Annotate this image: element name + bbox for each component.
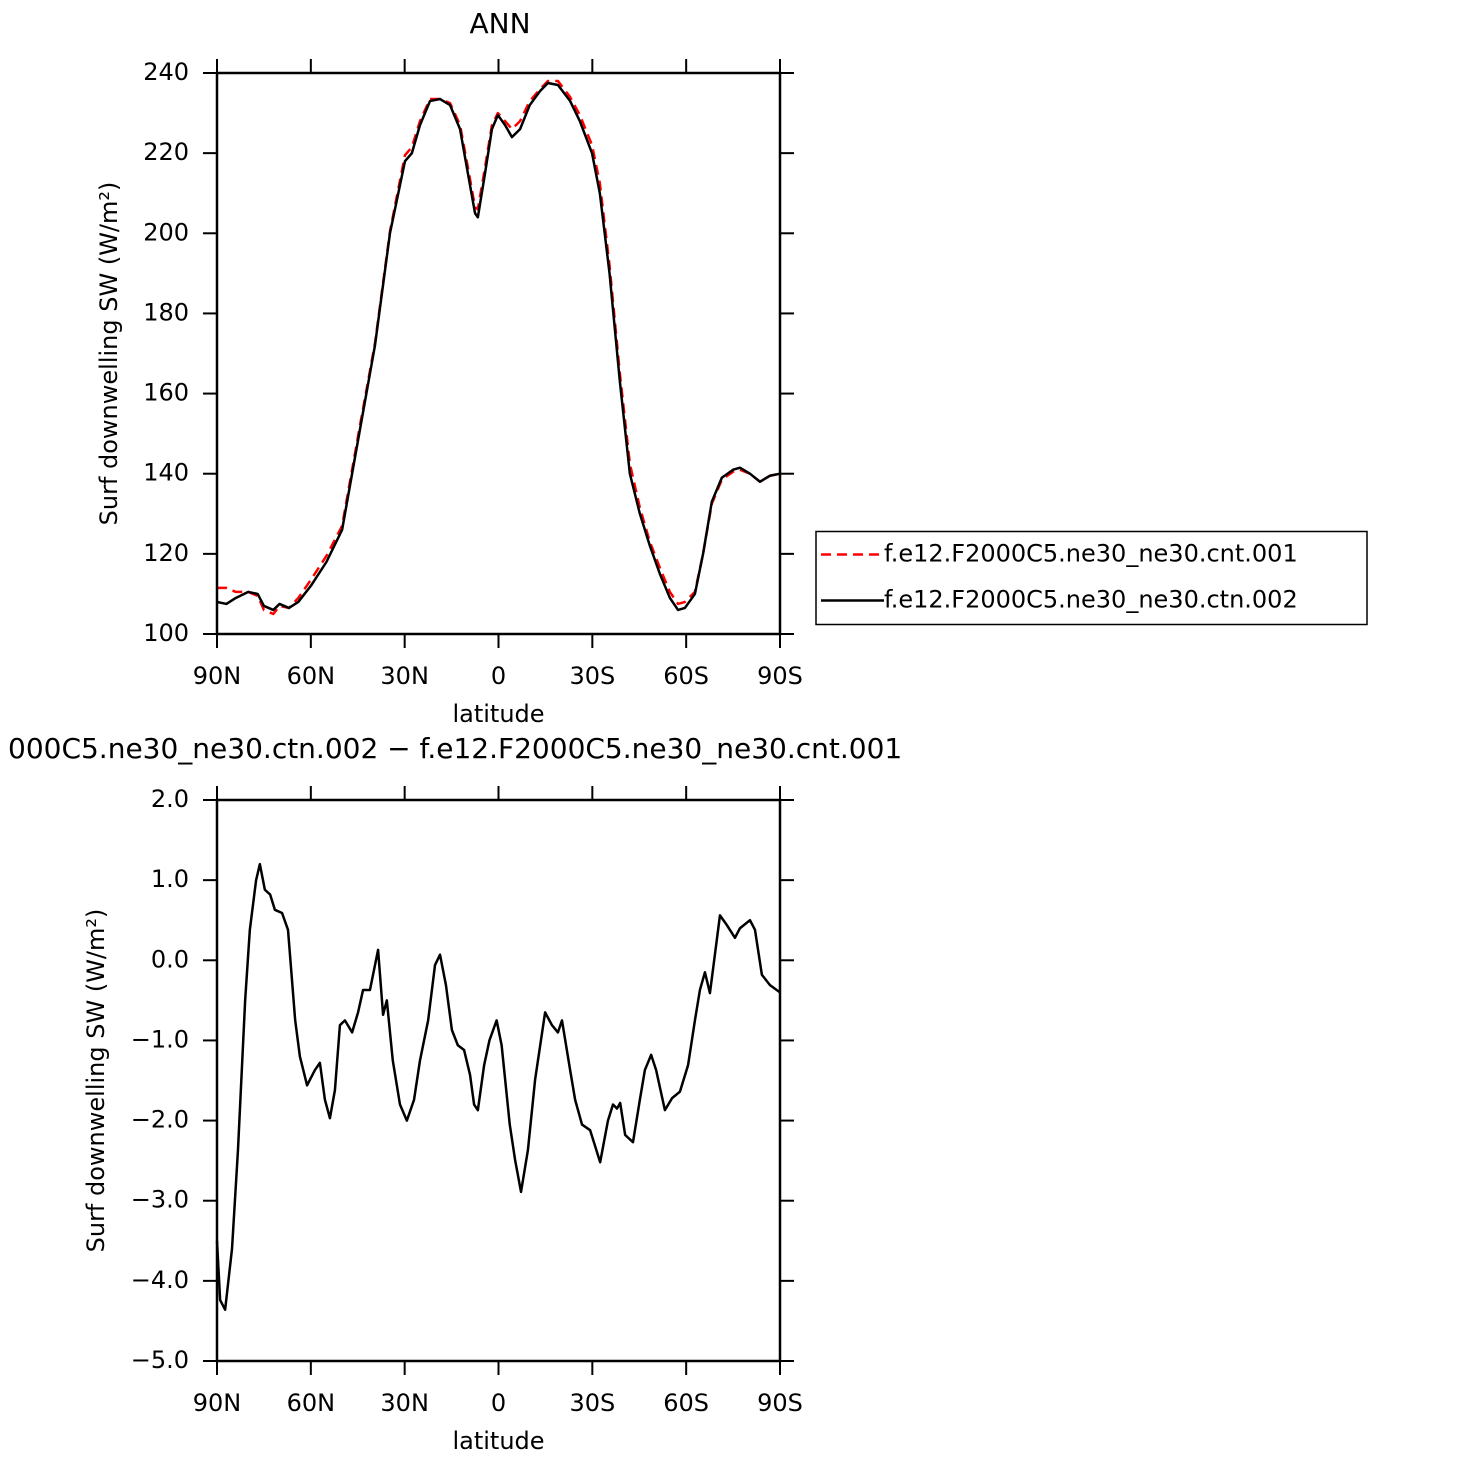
y-tick-label: 180 (143, 298, 189, 326)
x-axis-label: latitude (452, 1427, 544, 1455)
y-tick-label: 220 (143, 138, 189, 166)
chart-title: ANN (469, 7, 530, 40)
chart-title: 000C5.ne30_ne30.ctn.002 − f.e12.F2000C5.… (8, 732, 902, 765)
x-tick-label: 30S (569, 1389, 615, 1417)
y-axis-label: Surf downwelling SW (W/m²) (95, 182, 123, 526)
y-tick-label: 160 (143, 379, 189, 407)
x-tick-label: 60N (287, 1389, 336, 1417)
x-tick-label: 30N (380, 662, 429, 690)
legend-label: f.e12.F2000C5.ne30_ne30.cnt.001 (884, 540, 1298, 568)
x-axis-label: latitude (452, 700, 544, 728)
x-tick-label: 90S (757, 662, 803, 690)
y-tick-label: 1.0 (151, 865, 189, 893)
y-tick-label: −2.0 (131, 1106, 189, 1134)
y-axis-label: Surf downwelling SW (W/m²) (82, 909, 110, 1253)
y-tick-label: −1.0 (131, 1025, 189, 1053)
series-line (216, 81, 781, 612)
x-tick-label: 60S (663, 1389, 709, 1417)
x-tick-label: 90N (193, 1389, 242, 1417)
legend-label: f.e12.F2000C5.ne30_ne30.ctn.002 (884, 586, 1298, 614)
y-tick-label: −5.0 (131, 1346, 189, 1374)
x-tick-label: 60N (287, 662, 336, 690)
y-tick-label: −4.0 (131, 1266, 189, 1294)
y-tick-label: 140 (143, 459, 189, 487)
y-tick-label: 0.0 (151, 945, 189, 973)
x-tick-label: 90N (193, 662, 242, 690)
x-tick-label: 90S (757, 1389, 803, 1417)
y-tick-label: −3.0 (131, 1186, 189, 1214)
x-tick-label: 30S (569, 662, 615, 690)
plot-frame (215, 798, 782, 1363)
plot-frame (215, 71, 782, 636)
series-line (215, 862, 781, 1311)
x-tick-label: 30N (380, 1389, 429, 1417)
series-line (217, 79, 781, 616)
x-tick-label: 60S (663, 662, 709, 690)
legend-box (815, 530, 1368, 626)
y-tick-label: 200 (143, 218, 189, 246)
x-tick-label: 0 (491, 1389, 506, 1417)
y-tick-label: 100 (143, 619, 189, 647)
y-tick-label: 120 (143, 539, 189, 567)
y-tick-label: 240 (143, 58, 189, 86)
y-tick-label: 2.0 (151, 785, 189, 813)
x-tick-label: 0 (491, 662, 506, 690)
